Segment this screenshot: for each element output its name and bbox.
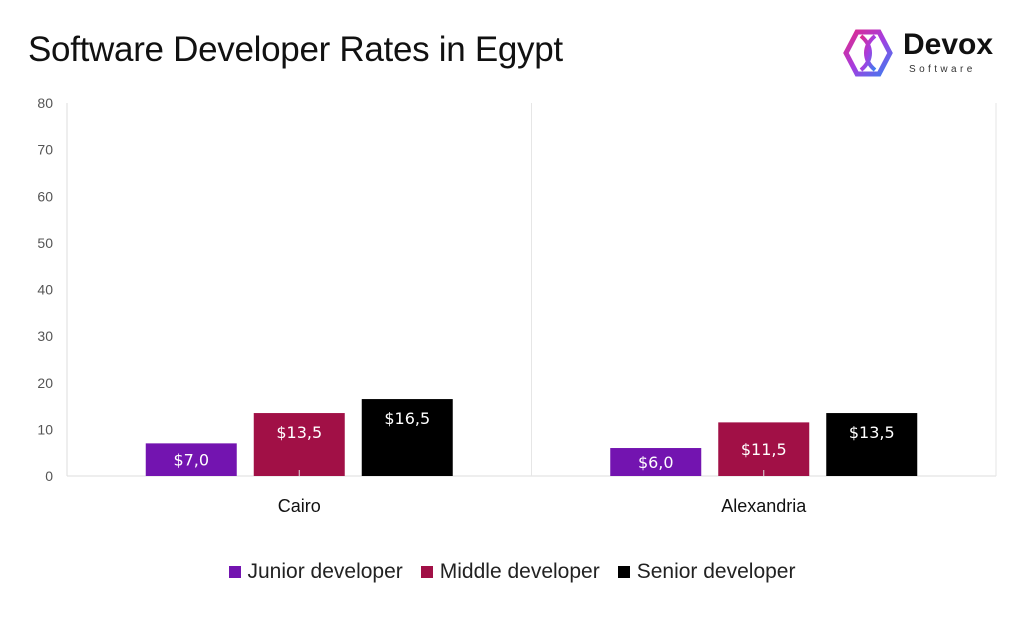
y-tick-label: 0 [45, 468, 53, 484]
legend-item: Junior developer [228, 560, 403, 584]
legend-item: Middle developer [420, 560, 600, 584]
data-label: $7,0 [173, 451, 209, 470]
y-tick-label: 50 [37, 235, 53, 251]
y-tick-label: 80 [37, 95, 53, 111]
bar [718, 422, 810, 476]
data-label: $13,5 [276, 423, 322, 442]
y-tick-label: 40 [37, 282, 53, 298]
bar [145, 443, 237, 476]
legend-label: Junior developer [247, 560, 403, 583]
legend-swatch [420, 566, 433, 578]
logo-subtitle: Software [909, 64, 976, 75]
y-tick-label: 30 [37, 328, 53, 344]
x-tick-label: Cairo [278, 496, 321, 516]
y-tick-label: 20 [37, 375, 53, 391]
y-tick-label: 60 [37, 188, 53, 204]
legend-label: Senior developer [636, 560, 796, 583]
y-tick-label: 70 [37, 142, 53, 158]
bar [361, 399, 453, 476]
legend-swatch [617, 566, 630, 578]
legend: Junior developer Middle developer Senior d… [0, 560, 1024, 584]
x-tick-label: Alexandria [721, 496, 807, 516]
devox-logo-icon [843, 29, 893, 77]
data-label: $13,5 [849, 423, 895, 442]
legend-swatch [228, 566, 241, 578]
data-label: $11,5 [741, 440, 787, 459]
legend-item: Senior developer [617, 560, 796, 584]
y-tick-label: 10 [37, 421, 53, 437]
chart-title: Software Developer Rates in Egypt [28, 30, 563, 69]
data-label: $16,5 [384, 409, 430, 428]
devox-logo: Devox Software [843, 28, 1003, 78]
bar [610, 448, 702, 476]
logo-wordmark: Devox [903, 28, 994, 61]
bar [826, 413, 918, 476]
data-label: $6,0 [638, 453, 674, 472]
bar [253, 413, 345, 476]
legend-label: Middle developer [439, 560, 600, 583]
